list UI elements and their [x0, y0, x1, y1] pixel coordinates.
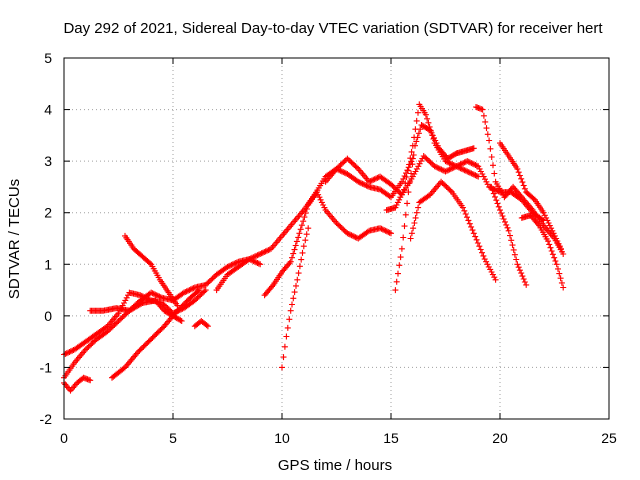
plot-frame [63, 57, 610, 420]
x-tick-label: 5 [169, 430, 177, 446]
y-tick-label: 4 [44, 102, 52, 118]
series-trace-13 [407, 178, 499, 283]
y-tick-label: 2 [44, 205, 52, 221]
y-tick-label: -1 [40, 359, 53, 375]
series-trace-15 [497, 140, 564, 252]
y-tick-labels: -2 -1 0 1 2 3 4 5 [40, 50, 53, 427]
grid-lines [64, 58, 609, 419]
y-tick-label: 3 [44, 153, 52, 169]
y-tick-label: 0 [44, 308, 52, 324]
y-tick-label: 1 [44, 256, 52, 272]
series-markers [213, 155, 416, 294]
series-markers [109, 287, 203, 381]
series-markers [497, 140, 564, 252]
series-trace-9 [279, 225, 312, 371]
y-tick-label: -2 [40, 411, 53, 427]
x-tick-label: 15 [383, 430, 399, 446]
series-trace-7 [213, 155, 416, 294]
series-markers [407, 178, 499, 283]
x-tick-label: 25 [601, 430, 617, 446]
series-markers [279, 225, 312, 371]
series-trace-6 [109, 287, 203, 381]
x-tick-label: 10 [274, 430, 290, 446]
x-tick-label: 0 [60, 430, 68, 446]
y-tick-label: 5 [44, 50, 52, 66]
y-axis-label: SDTVAR / TECUs [6, 179, 23, 299]
series-markers [122, 232, 181, 309]
x-axis-label: GPS time / hours [278, 457, 392, 474]
x-tick-labels: 0 5 10 15 20 25 [60, 430, 617, 446]
series-markers [488, 183, 530, 288]
series-trace-8 [261, 189, 394, 299]
series-markers [518, 212, 567, 291]
series-markers [191, 318, 211, 330]
series-trace-16 [488, 183, 530, 288]
series-markers [261, 189, 394, 299]
axis-ticks [63, 57, 610, 420]
series-trace-5 [122, 232, 181, 309]
data-points [61, 101, 567, 394]
series-trace-18 [191, 318, 211, 330]
chart-title: Day 292 of 2021, Sidereal Day-to-day VTE… [63, 20, 603, 37]
x-tick-label: 20 [492, 430, 508, 446]
series-trace-17 [518, 212, 567, 291]
